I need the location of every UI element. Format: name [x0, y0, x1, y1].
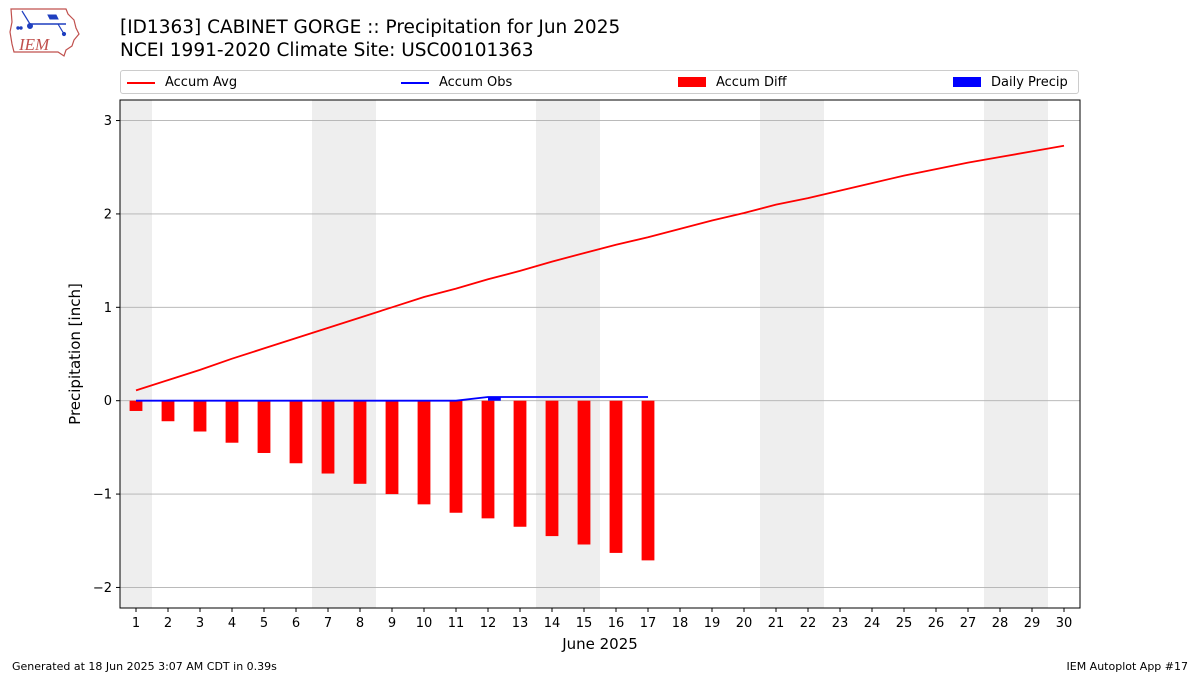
footer-app-text: IEM Autoplot App #17 [1066, 660, 1189, 673]
x-tick-label: 14 [544, 616, 561, 631]
x-tick-label: 3 [196, 616, 204, 631]
y-tick-label: 0 [104, 394, 112, 409]
accum-diff-bar [257, 400, 271, 453]
accum-diff-bar [321, 400, 335, 474]
weekend-shade-0 [120, 100, 152, 608]
accum-obs-line [136, 396, 648, 402]
x-tick-label: 21 [768, 616, 785, 631]
logo-text: IEM [18, 35, 50, 54]
x-tick-label: 2 [164, 616, 172, 631]
x-tick-label: 7 [324, 616, 332, 631]
y-tick-label: −2 [93, 581, 112, 596]
accum-diff-bar [577, 400, 591, 545]
accum-diff-bar [289, 400, 303, 464]
accum-diff-bar [385, 400, 399, 495]
x-axis-label: June 2025 [561, 635, 638, 653]
x-tick-label: 4 [228, 616, 236, 631]
x-tick-label: 6 [292, 616, 300, 631]
chart-subtitle: NCEI 1991-2020 Climate Site: USC00101363 [120, 40, 534, 61]
footer-generated-text: Generated at 18 Jun 2025 3:07 AM CDT in … [12, 660, 277, 673]
accum-diff-bar [129, 400, 143, 411]
x-tick-label: 22 [800, 616, 817, 631]
x-tick-label: 17 [640, 616, 657, 631]
x-tick-label: 19 [704, 616, 721, 631]
x-tick-label: 16 [608, 616, 625, 631]
x-tick-label: 12 [480, 616, 497, 631]
accum-diff-bars [129, 400, 655, 561]
x-tick-label: 27 [960, 616, 977, 631]
accum-avg-line [135, 144, 1065, 392]
legend-swatch-accum-obs [401, 82, 429, 84]
accum-diff-bar [545, 400, 559, 537]
legend-swatch-accum-avg [127, 82, 155, 84]
x-tick-label: 25 [896, 616, 913, 631]
chart-title: [ID1363] CABINET GORGE :: Precipitation … [120, 17, 621, 38]
weekend-shade-3 [760, 100, 824, 608]
weekend-shade-4 [984, 100, 1048, 608]
accum-diff-bar [641, 400, 655, 561]
daily-precip-bars [488, 396, 501, 401]
x-tick-label: 20 [736, 616, 753, 631]
x-tick-label: 15 [576, 616, 593, 631]
accum-diff-bar [161, 400, 175, 422]
iowa-outline [9, 8, 80, 57]
x-tick-label: 30 [1056, 616, 1073, 631]
x-tick-label: 18 [672, 616, 689, 631]
x-tick-label: 11 [448, 616, 465, 631]
y-axis-label: Precipitation [inch] [66, 283, 84, 425]
accum-diff-bar [513, 400, 527, 527]
legend-label-accum-diff: Accum Diff [716, 75, 787, 90]
y-tick-label: −1 [93, 488, 112, 503]
legend-label-accum-obs: Accum Obs [439, 75, 513, 90]
x-tick-label: 5 [260, 616, 268, 631]
weather-instruments-icon [16, 10, 67, 37]
x-tick-label: 23 [832, 616, 849, 631]
accum-diff-bar [609, 400, 623, 553]
legend-label-daily-precip: Daily Precip [991, 75, 1068, 90]
series-lines [135, 144, 1065, 402]
accum-diff-bar [481, 400, 495, 519]
legend-swatch-accum-diff [678, 77, 706, 87]
y-axis-ticks: 3 2 1 0 −1 −2 [93, 114, 120, 596]
legend-label-accum-avg: Accum Avg [165, 75, 238, 90]
iem-logo: IEM [9, 8, 80, 57]
x-axis-ticks: 1 2 3 4 5 6 7 8 9 10 11 12 13 14 15 16 17 18 19 20 21 22 23 24 2… [132, 608, 1072, 631]
accum-diff-bar [225, 400, 239, 443]
accum-diff-bar [417, 400, 431, 505]
plot-frame [119, 99, 1081, 609]
y-tick-label: 3 [104, 114, 112, 129]
y-tick-label: 1 [104, 301, 112, 316]
x-tick-label: 13 [512, 616, 529, 631]
x-tick-label: 10 [416, 616, 433, 631]
legend-swatch-daily-precip [953, 77, 981, 87]
daily-precip-bar [488, 396, 501, 401]
y-tick-label: 2 [104, 207, 112, 222]
x-tick-label: 8 [356, 616, 364, 631]
x-tick-label: 24 [864, 616, 881, 631]
x-tick-label: 29 [1024, 616, 1041, 631]
x-tick-label: 26 [928, 616, 945, 631]
x-tick-label: 28 [992, 616, 1009, 631]
weekend-shade-1 [312, 100, 376, 608]
accum-diff-bar [193, 400, 207, 432]
accum-diff-bar [449, 400, 463, 513]
x-tick-label: 9 [388, 616, 396, 631]
accum-diff-bar [353, 400, 367, 484]
chart-legend: Accum Avg Accum Obs Accum Diff Daily Pre… [120, 70, 1079, 94]
x-tick-label: 1 [132, 616, 140, 631]
